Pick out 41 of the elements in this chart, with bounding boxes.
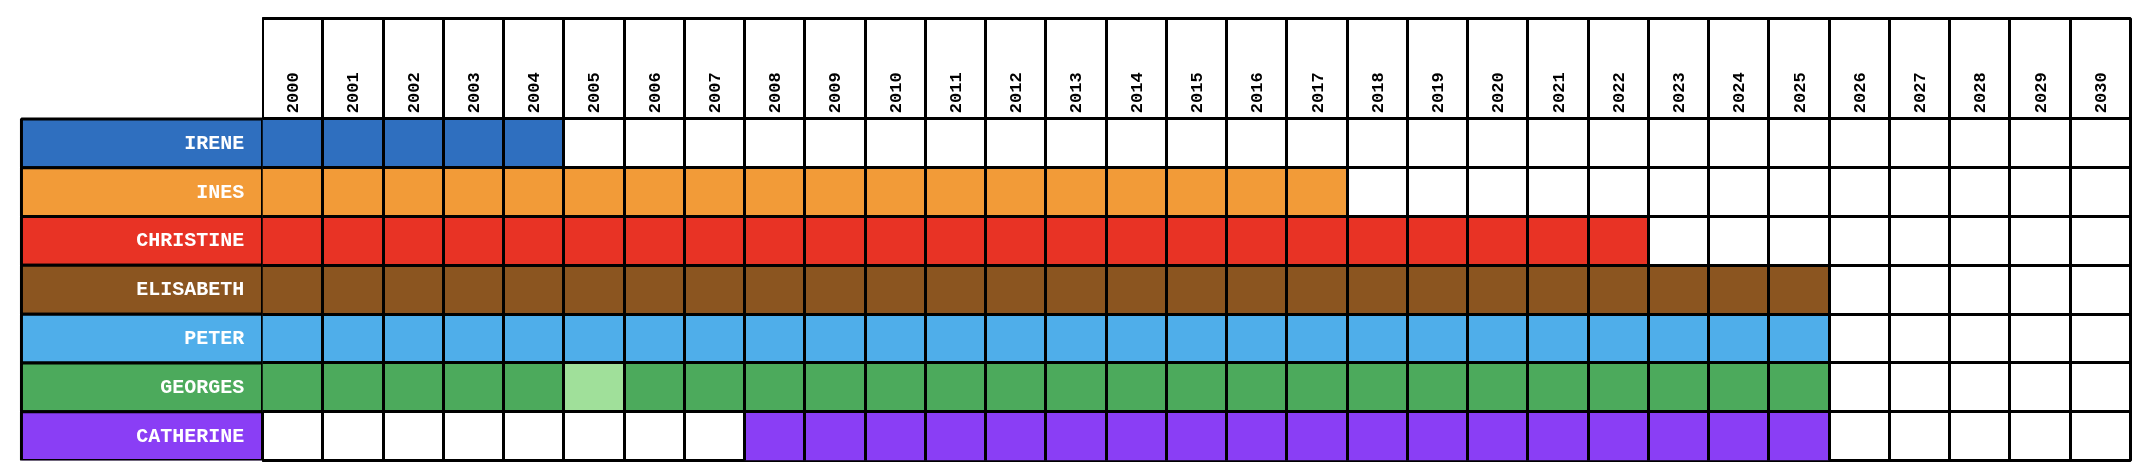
x-tick-label: 2015: [1188, 72, 1207, 114]
x-tick-label: 2011: [946, 72, 966, 114]
bar: [744, 411, 1830, 461]
bar: [563, 362, 625, 412]
y-tick-label: GEORGES: [160, 375, 245, 399]
x-tick-label: 2016: [1248, 72, 1268, 114]
x-tick-label: 2000: [284, 72, 304, 114]
bar: [624, 362, 1830, 412]
x-tick-label: 2001: [344, 72, 364, 114]
x-tick-label: 2007: [705, 72, 725, 114]
x-tick-label: 2021: [1549, 72, 1569, 114]
x-tick-label: 2018: [1368, 72, 1388, 114]
x-tick-label: 2024: [1730, 72, 1750, 114]
y-tick-label: IRENE: [184, 131, 245, 155]
x-tick-label: 2017: [1308, 72, 1328, 114]
y-tick-label: INES: [196, 180, 245, 204]
x-tick-label: 2004: [525, 72, 545, 114]
x-tick-label: 2030: [2091, 72, 2111, 114]
x-tick-label: 2014: [1127, 72, 1147, 114]
x-tick-label: 2006: [645, 72, 665, 114]
x-tick-label: 2027: [1911, 72, 1931, 114]
x-tick-label: 2005: [585, 72, 605, 114]
y-tick-label: CATHERINE: [136, 424, 245, 448]
x-tick-label: 2022: [1609, 72, 1629, 114]
y-tick-label: ELISABETH: [136, 278, 245, 302]
y-tick-label: CHRISTINE: [136, 229, 245, 253]
x-tick-label: 2020: [1489, 72, 1509, 114]
x-tick-label: 2002: [404, 72, 424, 114]
x-tick-label: 2013: [1067, 72, 1087, 114]
x-tick-label: 2023: [1670, 72, 1690, 114]
x-tick-label: 2028: [1971, 72, 1991, 114]
x-tick-label: 2029: [2031, 72, 2051, 114]
x-tick-label: 2008: [766, 72, 786, 114]
x-tick-label: 2009: [826, 72, 846, 114]
x-tick-label: 2019: [1429, 72, 1449, 114]
y-tick-label: PETER: [184, 327, 245, 351]
x-tick-label: 2026: [1850, 72, 1870, 114]
x-tick-label: 2003: [464, 72, 484, 114]
x-tick-label: 2012: [1007, 72, 1027, 114]
x-tick-label: 2010: [886, 72, 906, 114]
x-tick-label: 2025: [1790, 72, 1810, 114]
